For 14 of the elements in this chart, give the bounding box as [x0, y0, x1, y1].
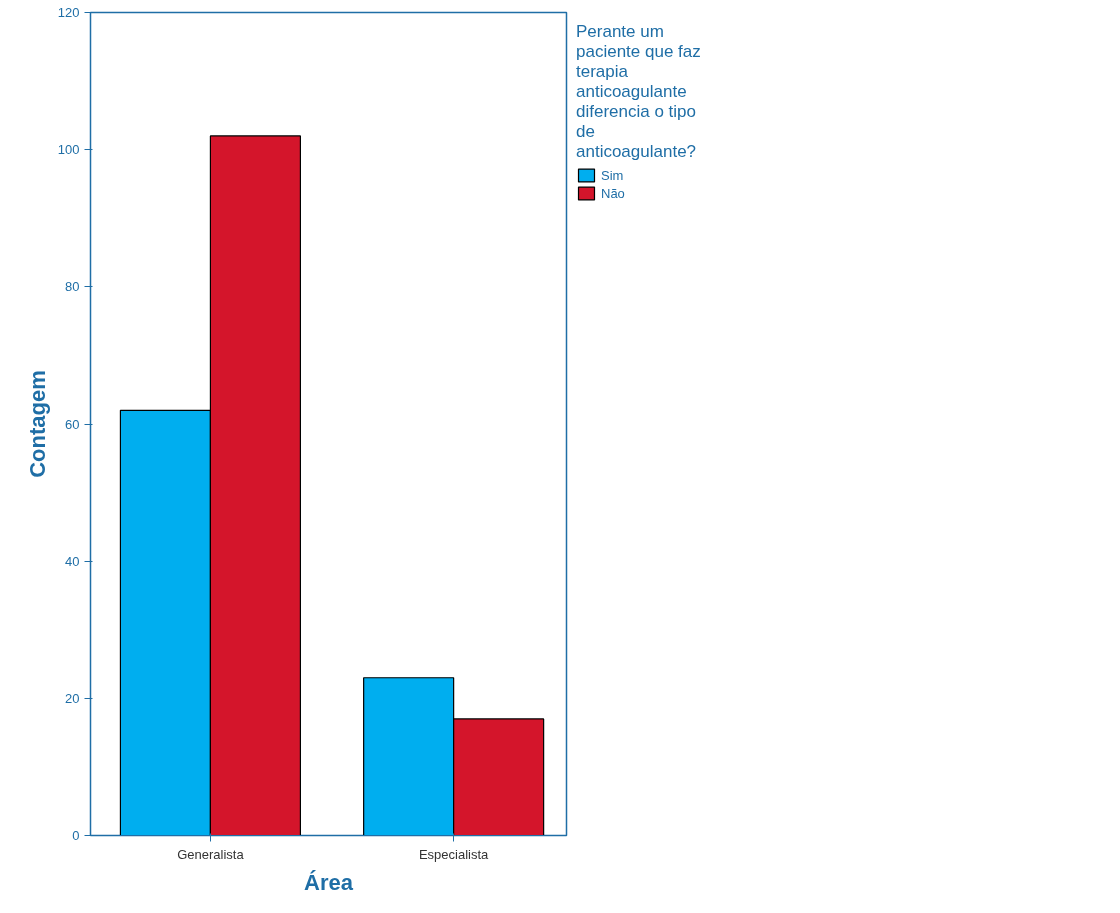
x-axis-title: Área [304, 869, 354, 895]
legend-label: Não [601, 185, 625, 201]
legend-label: Sim [601, 167, 624, 183]
x-tick-label: Especialista [418, 846, 490, 862]
y-tick-label: 0 [72, 828, 80, 843]
y-axis-title: Contagem [24, 370, 50, 478]
y-tick-label: 120 [57, 5, 80, 20]
y-tick-label: 40 [65, 553, 80, 569]
y-tick-label: 100 [57, 142, 80, 158]
legend-title: Perante um paciente que faz terapia anticoagulante diferencia o tipo de anticoagulante? [576, 22, 701, 162]
y-tick-label: 60 [65, 416, 80, 432]
y-tick-label: 80 [65, 279, 80, 295]
x-tick-label: Generalista [177, 846, 245, 862]
y-tick-label: 20 [65, 690, 80, 706]
